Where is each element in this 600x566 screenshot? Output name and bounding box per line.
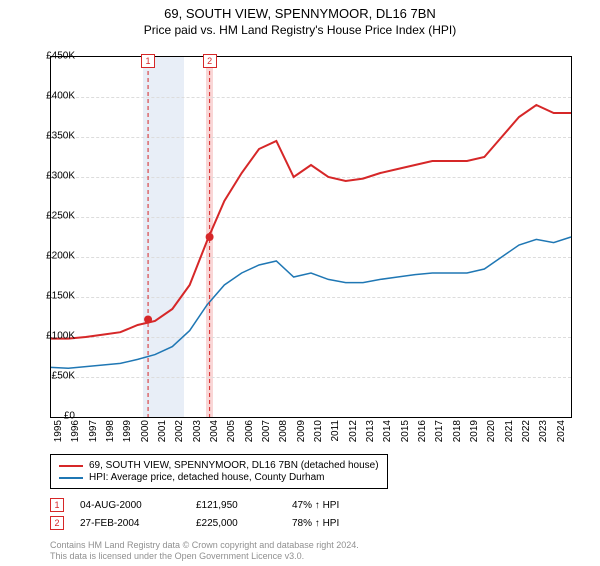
y-axis-label: £200K [30,251,75,262]
x-axis-label: 2010 [313,420,324,442]
x-axis-label: 2019 [469,420,480,442]
x-axis-label: 2013 [365,420,376,442]
x-axis-label: 2007 [261,420,272,442]
legend-label: HPI: Average price, detached house, Coun… [89,472,325,483]
x-axis-label: 2012 [348,420,359,442]
legend-swatch [59,465,83,467]
y-axis-label: £350K [30,131,75,142]
legend-label: 69, SOUTH VIEW, SPENNYMOOR, DL16 7BN (de… [89,460,379,471]
sales-row: 1 04-AUG-2000 £121,950 47% ↑ HPI [50,498,382,512]
legend: 69, SOUTH VIEW, SPENNYMOOR, DL16 7BN (de… [50,454,388,489]
sale-pct: 47% ↑ HPI [292,500,382,511]
footnote: Contains HM Land Registry data © Crown c… [50,540,359,562]
sale-date: 27-FEB-2004 [80,518,180,529]
sale-price: £225,000 [196,518,276,529]
legend-item: HPI: Average price, detached house, Coun… [59,472,379,483]
x-axis-label: 1998 [105,420,116,442]
x-axis-label: 2004 [209,420,220,442]
x-axis-label: 2005 [226,420,237,442]
x-axis-label: 2015 [400,420,411,442]
x-axis-label: 1996 [70,420,81,442]
x-axis-label: 1999 [122,420,133,442]
x-axis-label: 2024 [556,420,567,442]
y-axis-label: £400K [30,91,75,102]
y-axis-label: £100K [30,331,75,342]
sale-date: 04-AUG-2000 [80,500,180,511]
y-axis-label: £150K [30,291,75,302]
x-axis-label: 2009 [296,420,307,442]
x-axis-label: 2001 [157,420,168,442]
sales-row: 2 27-FEB-2004 £225,000 78% ↑ HPI [50,516,382,530]
y-axis-label: £50K [30,371,75,382]
legend-item: 69, SOUTH VIEW, SPENNYMOOR, DL16 7BN (de… [59,460,379,471]
page-subtitle: Price paid vs. HM Land Registry's House … [0,23,600,37]
x-axis-label: 2021 [504,420,515,442]
sale-marker-box: 2 [203,54,217,68]
x-axis-label: 2022 [521,420,532,442]
chart-plot-area: 12 [50,56,572,418]
x-axis-label: 2018 [452,420,463,442]
x-axis-label: 2008 [278,420,289,442]
y-axis-label: £300K [30,171,75,182]
x-axis-label: 1997 [88,420,99,442]
sale-marker-icon: 2 [50,516,64,530]
x-axis-label: 2023 [538,420,549,442]
sale-pct: 78% ↑ HPI [292,518,382,529]
x-axis-label: 2016 [417,420,428,442]
footnote-line: Contains HM Land Registry data © Crown c… [50,540,359,551]
chart-lines [51,57,571,417]
sale-price: £121,950 [196,500,276,511]
x-axis-label: 2003 [192,420,203,442]
x-axis-label: 2011 [330,420,341,442]
sale-marker-icon: 1 [50,498,64,512]
sale-marker-box: 1 [141,54,155,68]
page-title: 69, SOUTH VIEW, SPENNYMOOR, DL16 7BN [0,6,600,21]
y-axis-label: £250K [30,211,75,222]
x-axis-label: 2020 [486,420,497,442]
x-axis-label: 2014 [382,420,393,442]
sales-table: 1 04-AUG-2000 £121,950 47% ↑ HPI 2 27-FE… [50,498,382,534]
y-axis-label: £450K [30,51,75,62]
x-axis-label: 2017 [434,420,445,442]
x-axis-label: 2006 [244,420,255,442]
x-axis-label: 2002 [174,420,185,442]
x-axis-label: 1995 [53,420,64,442]
legend-swatch [59,477,83,479]
x-axis-label: 2000 [140,420,151,442]
